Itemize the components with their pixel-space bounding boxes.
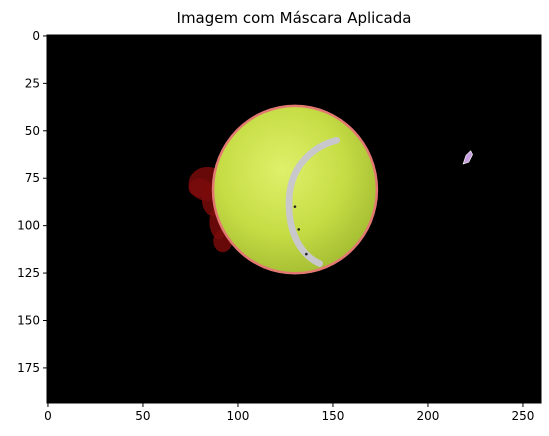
- ball-surface-dots: [293, 205, 308, 256]
- x-tick-label: 200: [416, 409, 439, 423]
- small-purple-spot: [462, 150, 473, 165]
- y-tick-label: 75: [25, 171, 40, 185]
- ball-dot: [293, 205, 297, 208]
- y-tick-label: 100: [17, 219, 40, 233]
- y-tick-label: 150: [17, 313, 40, 327]
- y-tick-label: 50: [25, 124, 40, 138]
- ball-dot: [305, 252, 308, 256]
- tennis-ball-seam: [285, 136, 341, 267]
- x-tick-label: 100: [226, 409, 249, 423]
- ball-dot: [297, 228, 301, 231]
- x-axis: 0 50 100 150 200 250: [44, 403, 534, 423]
- y-tick-label: 25: [25, 76, 40, 90]
- y-tick-label: 125: [17, 266, 40, 280]
- x-tick-label: 0: [44, 409, 52, 423]
- image-plot-area: [46, 34, 542, 404]
- tennis-ball: [214, 107, 376, 273]
- y-tick-label: 175: [17, 361, 40, 375]
- x-tick-label: 250: [511, 409, 534, 423]
- x-tick-label: 50: [135, 409, 150, 423]
- y-axis: 0 25 50 75 100 125 150 175: [17, 29, 47, 375]
- x-tick-label: 150: [321, 409, 344, 423]
- axes-frame: [46, 34, 542, 404]
- y-tick-label: 0: [32, 29, 40, 43]
- figure-title: Imagem com Máscara Aplicada: [177, 9, 412, 27]
